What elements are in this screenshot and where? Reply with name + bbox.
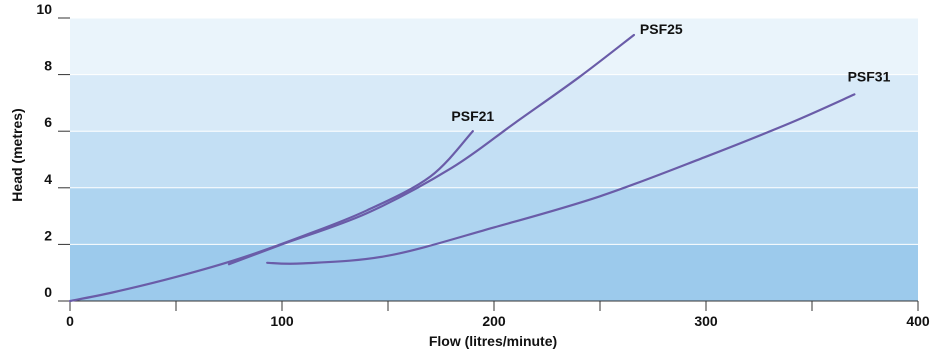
y-tick-label: 2 xyxy=(44,227,52,243)
series-line-psf31 xyxy=(266,93,856,265)
background-band xyxy=(70,18,918,75)
series-lines xyxy=(68,33,856,303)
background-band xyxy=(70,74,918,132)
y-tick-label: 6 xyxy=(44,114,52,130)
y-tick-label: 4 xyxy=(44,171,52,187)
background-band xyxy=(70,187,918,245)
y-tick-label: 8 xyxy=(44,58,52,74)
x-tick-label: 400 xyxy=(906,313,930,329)
x-tick-label: 300 xyxy=(694,313,718,329)
series-labels: PSF21 PSF25 PSF31 xyxy=(451,21,890,124)
series-label-psf31: PSF31 xyxy=(848,68,891,84)
series-label-psf21: PSF21 xyxy=(451,108,494,124)
x-axis-title: Flow (litres/minute) xyxy=(429,333,557,349)
x-tick-label: 200 xyxy=(482,313,506,329)
background-band xyxy=(70,244,918,301)
y-tick-label: 0 xyxy=(44,284,52,300)
series-line-psf25 xyxy=(227,33,636,266)
gridlines xyxy=(70,17,918,245)
y-axis-title: Head (metres) xyxy=(9,108,25,201)
y-tick-label: 10 xyxy=(36,1,52,17)
background-band xyxy=(70,131,918,188)
background-bands xyxy=(70,18,918,301)
series-label-psf25: PSF25 xyxy=(640,21,683,37)
x-tick-label: 0 xyxy=(66,313,74,329)
x-tick-label: 100 xyxy=(270,313,294,329)
